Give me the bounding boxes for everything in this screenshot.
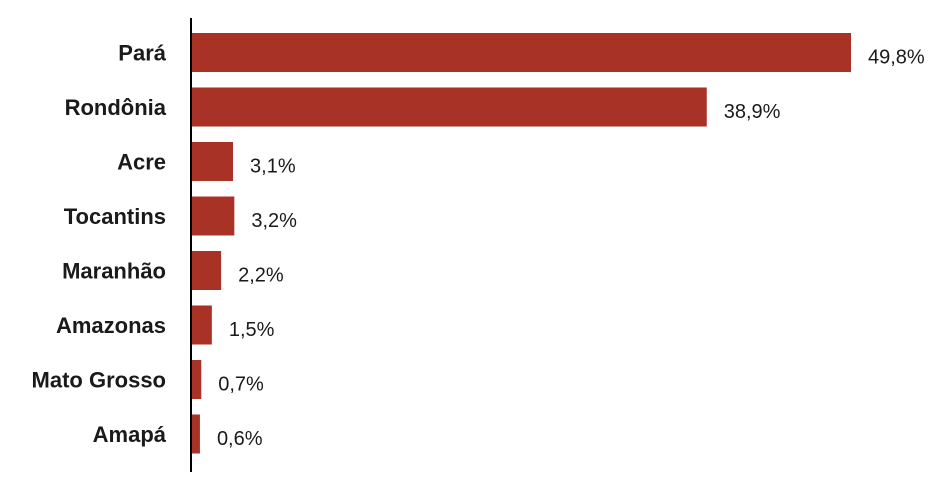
value-label-rondonia: 38,9% (724, 101, 781, 123)
category-label-amapa: Amapá (93, 422, 167, 447)
category-label-tocantins: Tocantins (64, 204, 166, 229)
bars-group (192, 33, 851, 454)
category-label-acre: Acre (117, 150, 166, 175)
value-label-acre: 3,1% (250, 156, 296, 178)
category-label-maranhao: Maranhão (62, 259, 166, 284)
value-label-tocantins: 3,2% (251, 210, 297, 232)
category-labels: Pará Rondônia Acre Tocantins Maranhão Amazona… (32, 41, 167, 448)
bar-tocantins (192, 196, 235, 236)
value-label-amazonas: 1,5% (229, 319, 275, 341)
bar-mato-grosso (192, 360, 202, 399)
value-label-para: 49,8% (868, 47, 925, 69)
category-label-amazonas: Amazonas (56, 313, 166, 338)
value-labels: 49,8% 38,9% 3,1% 3,2% 2,2% 1,5% 0,7% 0,6% (217, 47, 925, 451)
bar-amapa (192, 414, 200, 454)
value-label-amapa: 0,6% (217, 428, 263, 450)
bar-amazonas (192, 305, 212, 345)
bar-maranhao (192, 251, 222, 290)
category-label-mato-grosso: Mato Grosso (32, 368, 166, 393)
value-label-mato-grosso: 0,7% (218, 374, 264, 396)
bar-para (192, 33, 851, 72)
bar-rondonia (192, 87, 707, 127)
value-label-maranhao: 2,2% (238, 265, 284, 287)
category-label-rondonia: Rondônia (65, 95, 167, 120)
bar-acre (192, 142, 234, 181)
category-label-para: Pará (118, 41, 166, 66)
